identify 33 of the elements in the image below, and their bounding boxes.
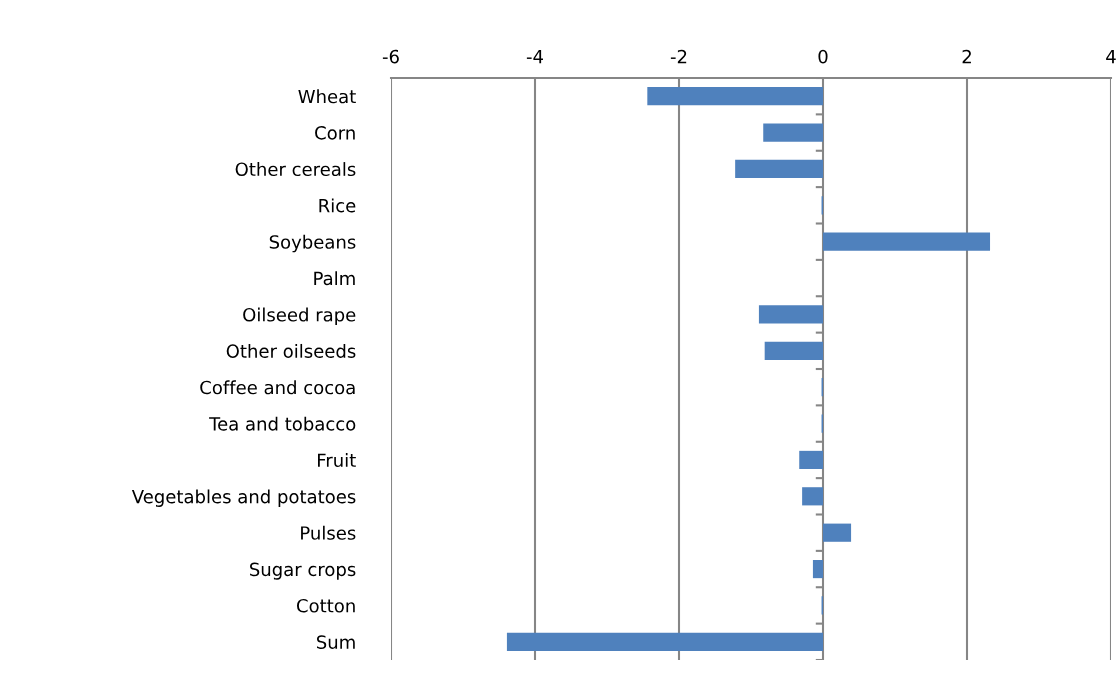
y-tick-label: Pulses [301, 525, 356, 540]
bar [799, 450, 823, 470]
y-tick-label: Oilseed rape [243, 307, 356, 326]
y-tick-label: Sugar crops [250, 562, 356, 580]
x-tick-label: -2 [670, 49, 687, 64]
y-tick-label: Tea and tobacco [209, 416, 356, 431]
y-tick-label: Other oilseeds [226, 343, 356, 358]
bar [812, 559, 823, 579]
bar [823, 523, 852, 542]
y-tick-label: Fruit [318, 453, 356, 468]
y-tick-label: Vegetables and potatoes [131, 489, 356, 507]
y-tick-label: Corn [315, 126, 355, 140]
y-tick-label: Wheat [298, 89, 356, 104]
y-tick-label: Coffee and cocoa [200, 380, 355, 395]
y-tick-label: Cotton [296, 598, 355, 613]
bar [823, 232, 991, 251]
x-tick-label: 0 [818, 49, 828, 64]
bar [647, 87, 823, 106]
bar [506, 632, 823, 651]
y-tick-label: Sum [316, 635, 355, 649]
x-tick-label: -6 [382, 49, 399, 64]
bar [764, 341, 823, 360]
bar [758, 305, 823, 324]
bar [763, 123, 823, 142]
y-tick-label: Rice [319, 198, 356, 213]
x-tick-label: -4 [526, 49, 543, 64]
x-tick-label: 4 [1106, 49, 1116, 64]
y-tick-label: Other cereals [235, 162, 356, 177]
bar [802, 487, 823, 506]
x-tick-label: 2 [962, 49, 971, 64]
bar [735, 159, 823, 179]
y-tick-label: Soybeans [269, 234, 356, 253]
y-tick-label: Palm [314, 271, 355, 286]
